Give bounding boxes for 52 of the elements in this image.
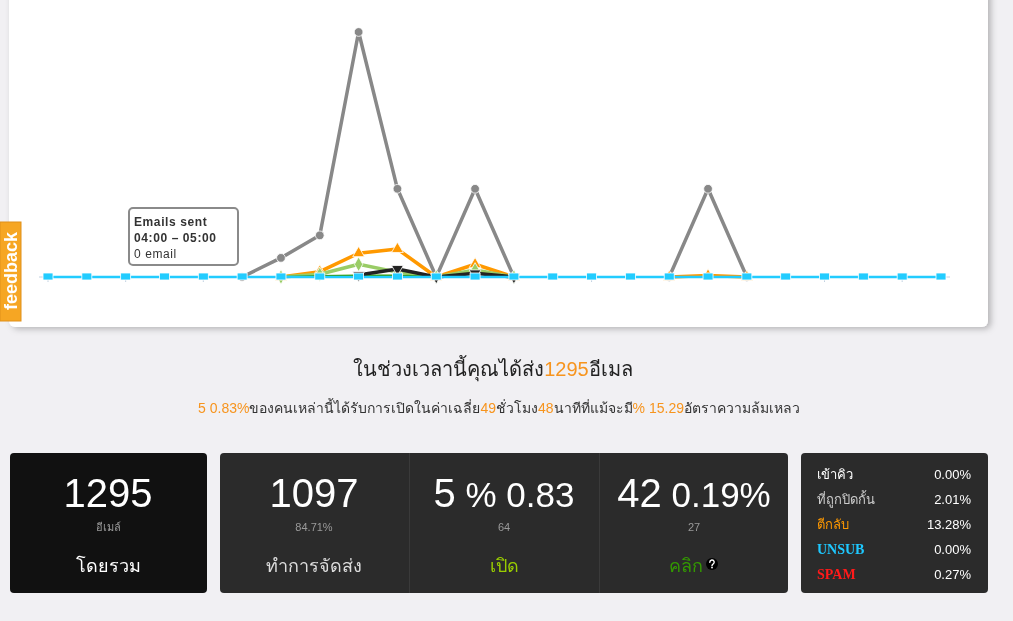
point: [159, 272, 170, 281]
point: [314, 272, 326, 281]
point: [547, 272, 559, 281]
point: [352, 246, 365, 258]
point: [392, 184, 403, 194]
text: ตีกลับ: [817, 517, 849, 532]
point: [315, 230, 325, 241]
point: [857, 272, 869, 281]
point: [353, 27, 364, 37]
text: 0.27%: [934, 567, 972, 582]
text: คลิก: [669, 556, 703, 576]
point: [392, 272, 403, 281]
point: [276, 253, 286, 263]
point: [819, 272, 830, 281]
text: ที่ถูกปิดกั้น: [817, 490, 875, 508]
point: [470, 184, 480, 194]
text: 27: [687, 521, 701, 533]
point: [197, 272, 209, 281]
annotation: 0 email: [134, 247, 177, 261]
annotation: Emails sent: [134, 215, 208, 229]
text: 0.00%: [934, 467, 972, 482]
text: 5 0.83%ของคนเหล่านี้ได้รับการเปิดในค่าเฉลี่ย49ชั่วโมง48นาทีที่แม้จะมี% 15.29อัตราความล้มเหลว: [198, 398, 800, 416]
point: [120, 272, 132, 281]
point: [42, 272, 54, 281]
text: 2.01%: [934, 492, 972, 507]
point: [624, 272, 636, 281]
text: 42 0.19%: [617, 471, 771, 515]
text: 0.00%: [934, 542, 972, 557]
text: 84.71%: [295, 521, 333, 533]
point: [896, 272, 908, 281]
point: [81, 272, 93, 281]
text: 1295: [63, 471, 153, 515]
point: [391, 241, 404, 253]
point: [935, 272, 947, 281]
text: 1097: [269, 471, 359, 515]
text: เข้าคิว: [817, 467, 853, 482]
text: อีเมล์: [95, 521, 121, 533]
text: เปิด: [489, 556, 519, 576]
point: [586, 272, 597, 281]
text: UNSUB: [817, 542, 865, 557]
text: SPAM: [817, 567, 856, 582]
point: [702, 272, 714, 281]
point: [780, 272, 792, 281]
text: 64: [497, 521, 511, 533]
text: 13.28%: [926, 517, 972, 532]
annotation: 04:00 – 05:00: [134, 231, 217, 245]
text: ในช่วงเวลานี้คุณได้ส่ง1295อีเมล: [353, 355, 633, 382]
text: ทำการจัดส่ง: [266, 556, 362, 576]
text: 5 % 0.83: [433, 471, 575, 515]
point: [703, 184, 713, 194]
text: feedback: [1, 231, 21, 311]
text: โดยรวม: [75, 555, 141, 576]
